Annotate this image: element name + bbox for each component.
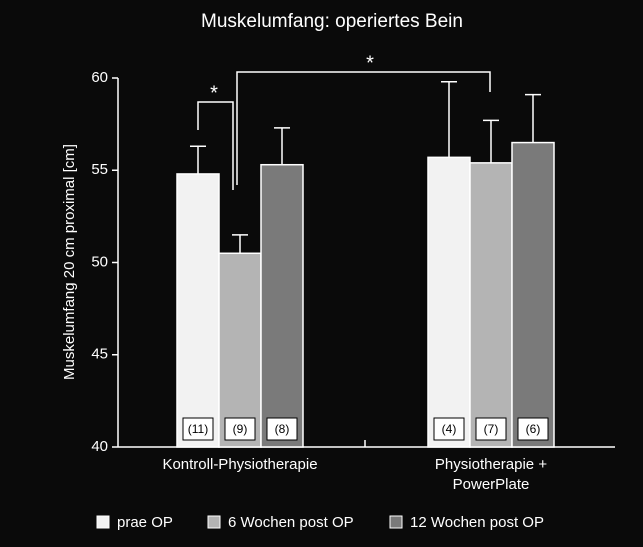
significance-bracket <box>236 71 491 185</box>
x-tick-label: Physiotherapie + PowerPlate <box>435 456 547 493</box>
y-tick-label: 40 <box>91 438 108 455</box>
n-label-box <box>433 417 465 441</box>
y-tick-label: 60 <box>91 69 108 86</box>
y-tick-label: 50 <box>91 253 108 270</box>
error-bar <box>441 80 457 158</box>
legend-label: 6 Wochen post OP <box>228 514 354 531</box>
legend-swatch <box>96 515 110 529</box>
significance-star: * <box>210 82 218 104</box>
n-label-box <box>224 417 256 441</box>
chart-title: Muskelumfang: operiertes Bein <box>201 11 463 32</box>
n-label: (6) <box>526 422 541 436</box>
legend-swatch <box>389 515 403 529</box>
n-label: (11) <box>188 422 208 436</box>
x-tick-label: Kontroll-Physiotherapie <box>162 456 317 473</box>
y-tick-label: 45 <box>91 346 108 363</box>
y-axis-label: Muskelumfang 20 cm proximal [cm] <box>61 144 78 380</box>
n-label: (4) <box>442 422 457 436</box>
legend-label: 12 Wochen post OP <box>410 514 544 531</box>
bar <box>427 156 471 448</box>
n-label-box <box>182 417 214 441</box>
error-bar <box>232 234 248 254</box>
n-label-box <box>475 417 507 441</box>
error-bar <box>483 119 499 163</box>
significance-bracket <box>197 101 234 190</box>
bar <box>511 141 555 448</box>
n-label: (9) <box>233 422 248 436</box>
n-label: (8) <box>275 422 290 436</box>
legend-swatch <box>207 515 221 529</box>
error-bar <box>525 93 541 143</box>
error-bar <box>190 145 206 174</box>
n-label-box <box>517 417 549 441</box>
bar <box>260 163 304 448</box>
bar <box>469 162 513 448</box>
y-tick-label: 55 <box>91 161 108 178</box>
n-label-box <box>266 417 298 441</box>
bar <box>176 173 220 448</box>
error-bar <box>274 127 290 165</box>
n-label: (7) <box>484 422 499 436</box>
significance-star: * <box>366 52 374 74</box>
legend-label: prae OP <box>117 514 173 531</box>
